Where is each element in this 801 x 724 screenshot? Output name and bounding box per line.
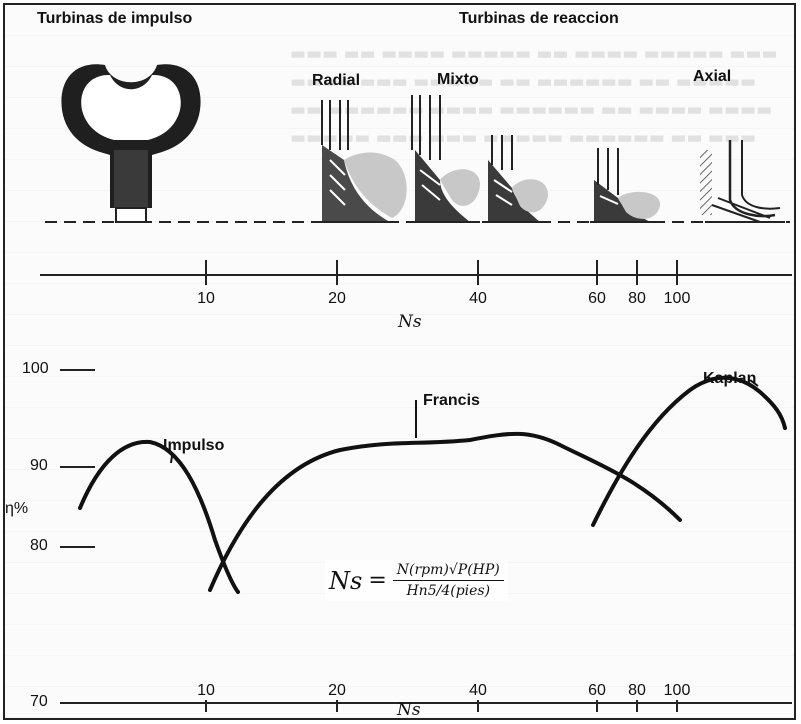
- annotation-pointer-kaplan: [749, 379, 759, 387]
- title-impulse-turbines: Turbinas de impulso: [37, 10, 193, 27]
- series-line-impulso: [78, 439, 240, 594]
- formula-denominator: Hn5/4(pies): [406, 583, 491, 599]
- annotation-kaplan: Kaplan: [703, 370, 757, 387]
- top-axis: [40, 260, 792, 285]
- title-reaction-turbines: Turbinas de reaccion: [459, 10, 619, 27]
- y-tick-label: 70: [30, 693, 48, 710]
- mixed-runner-2-shape: [484, 135, 550, 223]
- top-tick-label: 80: [628, 290, 646, 307]
- top-tick-label: 40: [469, 290, 487, 307]
- x-tick-label: 10: [197, 682, 215, 700]
- y-tick-label: 100: [22, 360, 49, 377]
- x-tick-label: 20: [328, 682, 346, 700]
- annotation-pointer-impulso: [170, 455, 173, 464]
- series-line-kaplan: [591, 375, 787, 527]
- annotation-francis: Francis: [423, 392, 480, 409]
- axial-runner-shape: [700, 140, 785, 223]
- label-radial: Radial: [312, 72, 361, 89]
- formula-equals-sign: =: [368, 568, 387, 593]
- x-tick-label: 60: [588, 682, 606, 700]
- background-scan-text: ▬▬▬ ▬▬ ▬▬▬▬ ▬▬▬▬▬ ▬▬ ▬▬▬▬ ▬▬▬▬▬ ▬▬▬ ▬▬▬▬…: [290, 44, 778, 148]
- top-axis-label: Ns: [398, 312, 422, 332]
- label-axial: Axial: [693, 68, 732, 85]
- mixed-runner-3-shape: [590, 148, 662, 223]
- x-tick-label: 80: [628, 682, 646, 700]
- formula-fraction: N(rpm)√P(HP) Hn5/4(pies): [392, 562, 504, 599]
- y-tick-label: 90: [30, 457, 48, 474]
- specific-speed-formula: Ns = N(rpm)√P(HP) Hn5/4(pies): [325, 560, 508, 601]
- label-mixto: Mixto: [437, 71, 479, 88]
- series-line-francis: [208, 431, 682, 592]
- x-tick-label: 40: [469, 682, 487, 700]
- x-tick-label: 100: [663, 682, 691, 700]
- chart-axes: [60, 369, 792, 712]
- top-tick-label: 10: [197, 290, 215, 307]
- mixed-runner-1-shape: [410, 95, 480, 223]
- annotation-impulso: Impulso: [163, 437, 225, 454]
- radial-runner-shape: [318, 100, 407, 223]
- x-axis-label: Ns: [397, 700, 421, 720]
- top-tick-label: 20: [328, 290, 346, 307]
- y-tick-label: 80: [30, 537, 48, 554]
- formula-lhs: Ns: [329, 566, 363, 595]
- top-tick-label: 100: [663, 290, 691, 307]
- formula-numerator: N(rpm)√P(HP): [392, 562, 504, 581]
- top-tick-label: 60: [588, 290, 606, 307]
- y-axis-label: η%: [5, 500, 29, 517]
- pelton-wheel-shape: [61, 64, 201, 223]
